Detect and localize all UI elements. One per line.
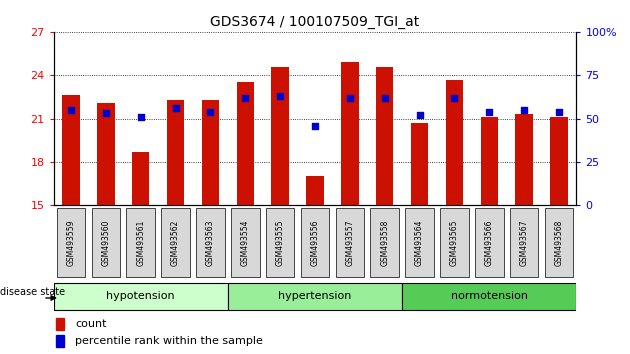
FancyBboxPatch shape	[57, 208, 85, 277]
FancyBboxPatch shape	[510, 208, 539, 277]
Point	[135, 114, 146, 120]
Text: GSM493554: GSM493554	[241, 219, 249, 266]
Bar	[62, 96, 79, 205]
Text: GSM493564: GSM493564	[415, 219, 424, 266]
FancyBboxPatch shape	[231, 208, 260, 277]
Text: GSM493558: GSM493558	[381, 219, 389, 266]
Text: GSM493562: GSM493562	[171, 219, 180, 266]
FancyBboxPatch shape	[54, 282, 228, 310]
Point	[345, 95, 355, 101]
Bar	[57, 318, 64, 330]
Bar	[237, 82, 254, 205]
FancyBboxPatch shape	[475, 208, 503, 277]
Text: GSM493565: GSM493565	[450, 219, 459, 266]
FancyBboxPatch shape	[370, 208, 399, 277]
FancyBboxPatch shape	[161, 208, 190, 277]
Point	[171, 105, 181, 111]
FancyBboxPatch shape	[196, 208, 225, 277]
Bar	[132, 152, 149, 205]
FancyBboxPatch shape	[336, 208, 364, 277]
Text: percentile rank within the sample: percentile rank within the sample	[75, 336, 263, 346]
Point	[415, 112, 425, 118]
Bar	[515, 114, 533, 205]
Bar	[202, 100, 219, 205]
Bar	[341, 62, 358, 205]
Text: disease state: disease state	[0, 287, 65, 297]
FancyBboxPatch shape	[266, 208, 294, 277]
Text: GSM493556: GSM493556	[311, 219, 319, 266]
Text: GSM493559: GSM493559	[67, 219, 76, 266]
Point	[205, 109, 215, 114]
Point	[240, 95, 250, 101]
Point	[310, 123, 320, 129]
Point	[519, 107, 529, 113]
Text: GSM493567: GSM493567	[520, 219, 529, 266]
Bar	[306, 176, 324, 205]
FancyBboxPatch shape	[228, 282, 402, 310]
Bar	[446, 80, 463, 205]
Bar	[551, 117, 568, 205]
FancyBboxPatch shape	[402, 282, 576, 310]
FancyBboxPatch shape	[127, 208, 155, 277]
Point	[554, 109, 564, 114]
Point	[66, 107, 76, 113]
Text: hypertension: hypertension	[278, 291, 352, 301]
Text: GSM493560: GSM493560	[101, 219, 110, 266]
Text: GSM493561: GSM493561	[136, 219, 145, 266]
FancyBboxPatch shape	[440, 208, 469, 277]
Point	[380, 95, 390, 101]
FancyBboxPatch shape	[545, 208, 573, 277]
Text: GSM493566: GSM493566	[485, 219, 494, 266]
Bar	[97, 103, 115, 205]
Point	[275, 93, 285, 99]
Bar	[57, 335, 64, 347]
Point	[449, 95, 459, 101]
Text: GSM493563: GSM493563	[206, 219, 215, 266]
Bar	[167, 100, 185, 205]
FancyBboxPatch shape	[91, 208, 120, 277]
Bar	[481, 117, 498, 205]
Text: count: count	[75, 319, 106, 329]
Point	[101, 110, 111, 116]
FancyBboxPatch shape	[405, 208, 434, 277]
Bar	[376, 67, 393, 205]
Bar	[411, 123, 428, 205]
Point	[484, 109, 495, 114]
Bar	[272, 67, 289, 205]
Text: GSM493555: GSM493555	[276, 219, 285, 266]
Text: GSM493557: GSM493557	[345, 219, 354, 266]
Title: GDS3674 / 100107509_TGI_at: GDS3674 / 100107509_TGI_at	[210, 16, 420, 29]
FancyBboxPatch shape	[301, 208, 329, 277]
Text: normotension: normotension	[451, 291, 528, 301]
Text: GSM493568: GSM493568	[554, 219, 563, 266]
Text: hypotension: hypotension	[106, 291, 175, 301]
